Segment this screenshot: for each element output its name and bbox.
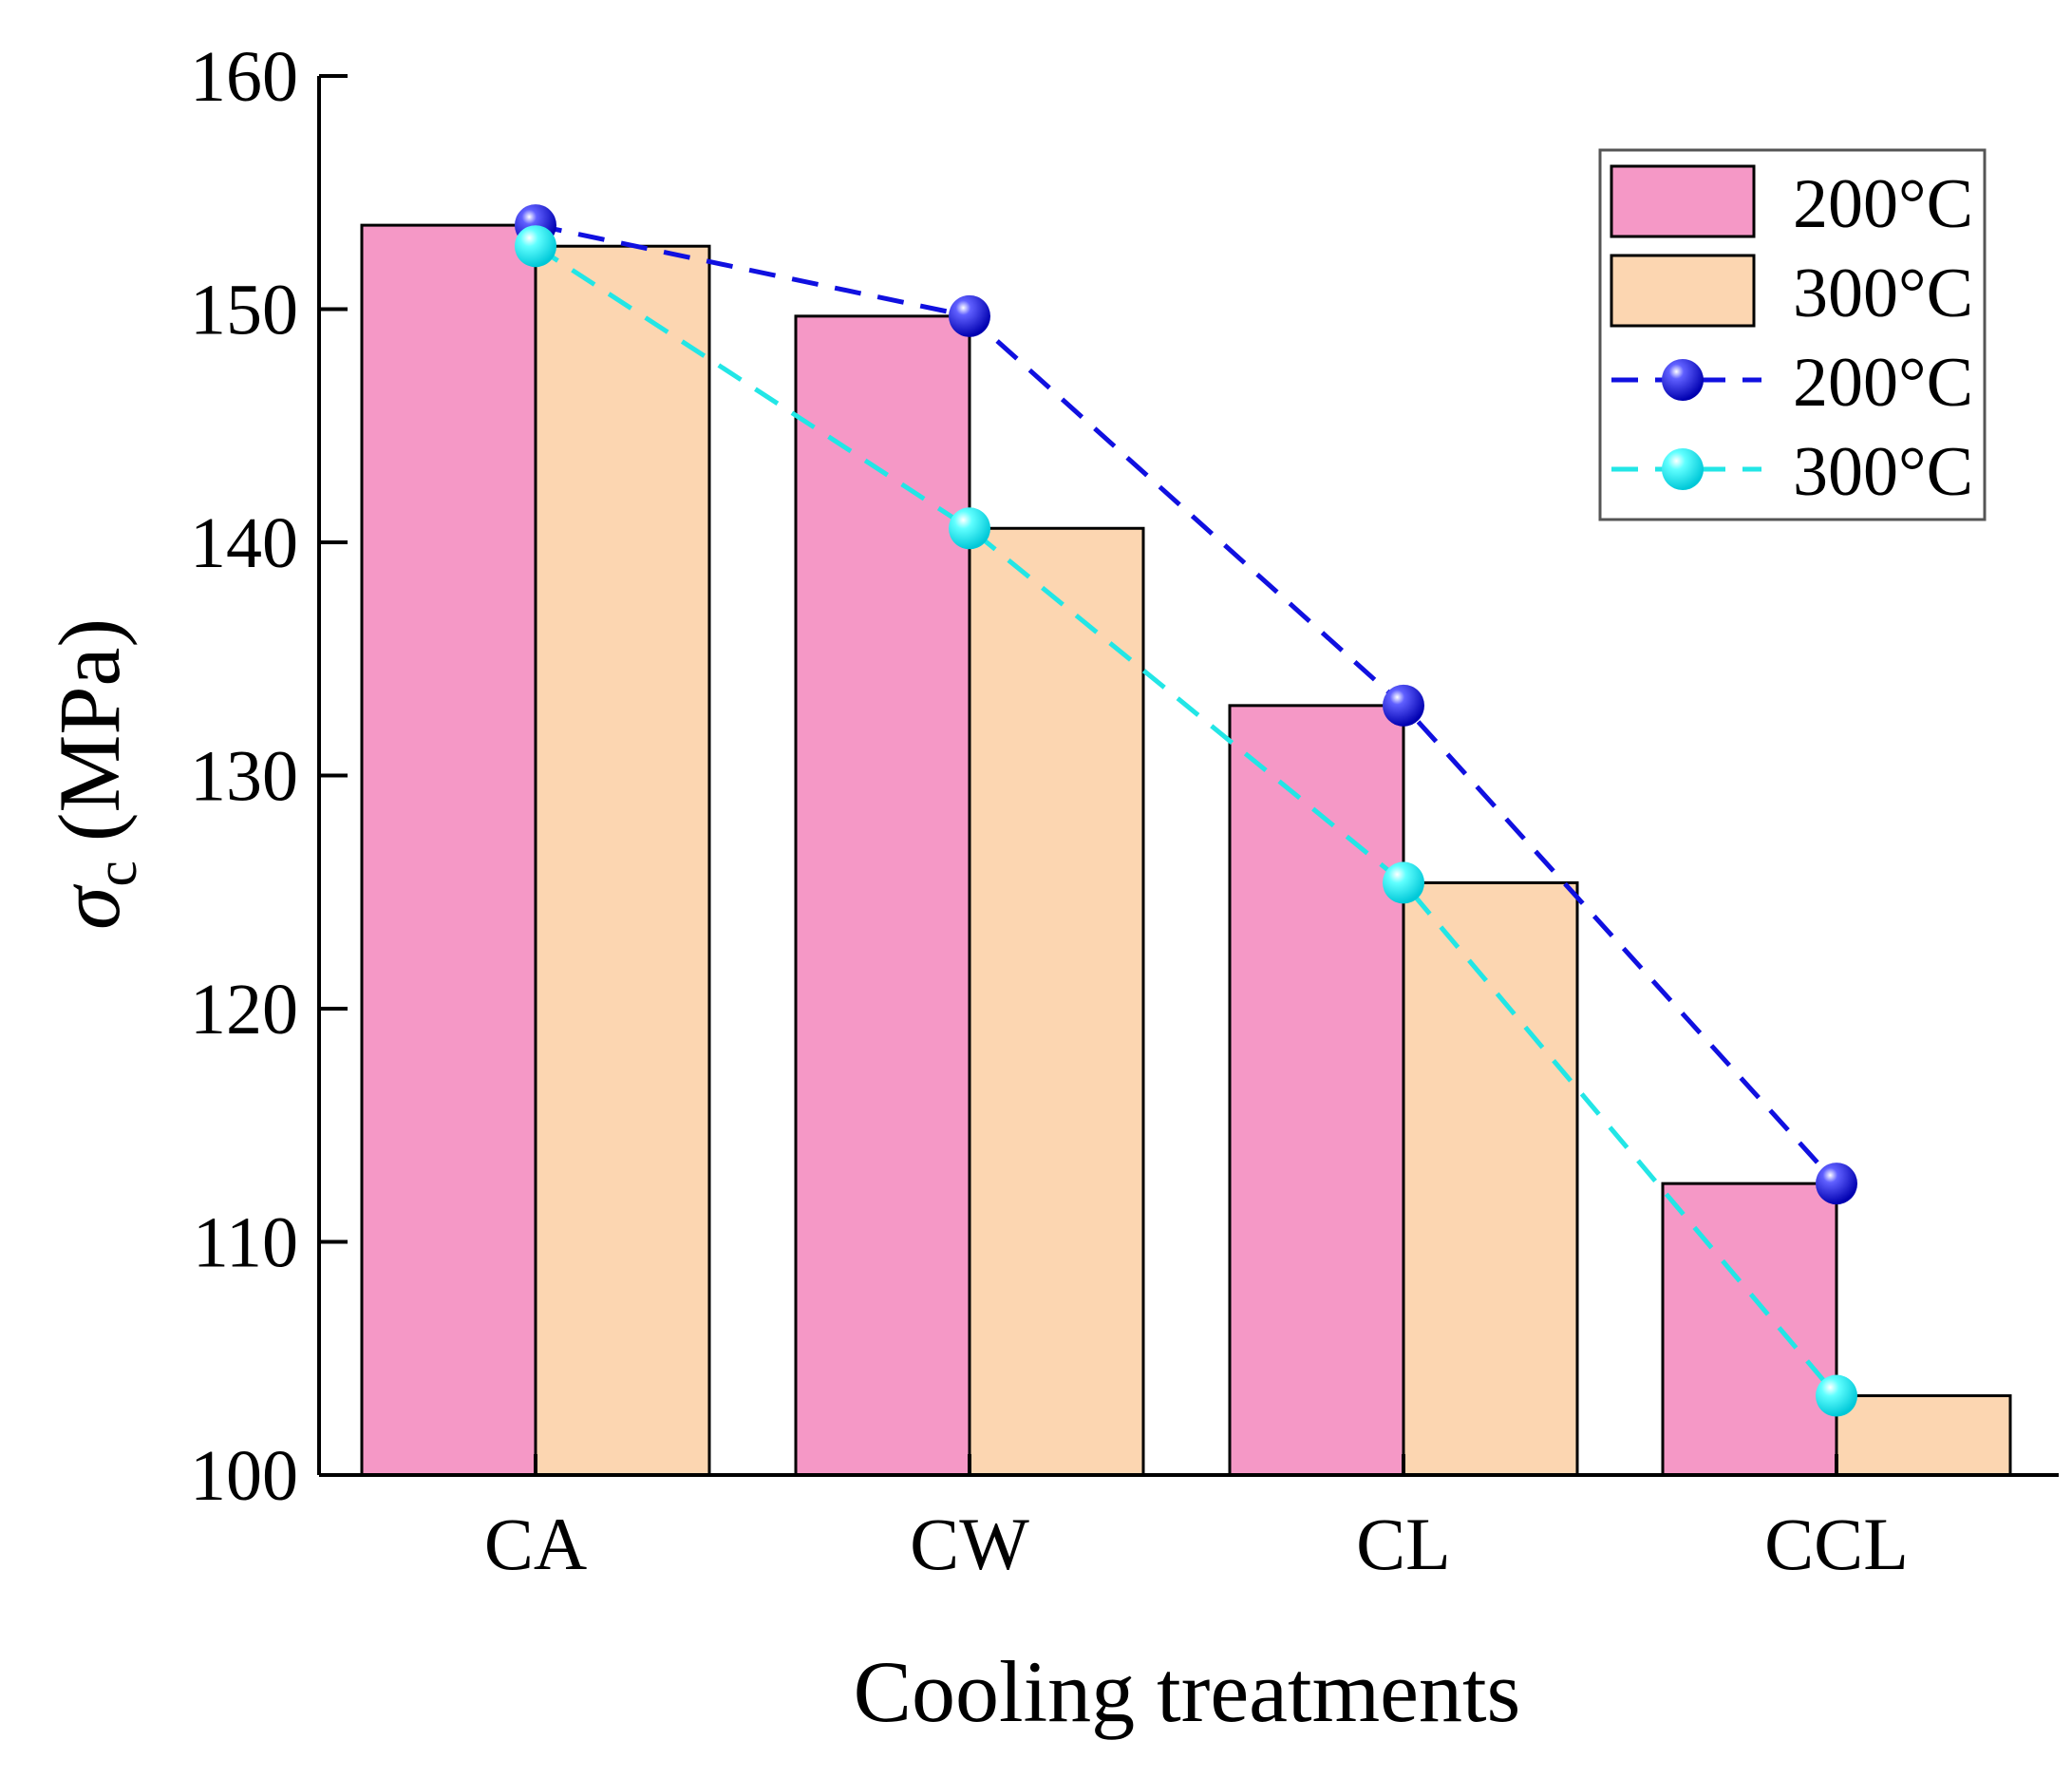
legend-label: 300°C [1793,433,1973,511]
bar-CA-300°C [534,244,711,1477]
bar-CW-200°C [794,314,971,1477]
x-tick-label: CL [1356,1503,1451,1585]
bar-CL-200°C [1228,704,1405,1477]
marker-CA-300°C [515,225,556,268]
bar-CCL-200°C [1661,1182,1838,1477]
bar-CCL-300°C [1835,1394,2012,1477]
y-axis-unit: (MPa) [41,618,138,842]
y-tick-label: 120 [190,970,298,1050]
y-axis-subscript: c [85,861,149,887]
bar-CA-200°C [360,223,537,1477]
legend-swatch-bar [1610,254,1756,328]
marker-CL-300°C [1383,861,1424,904]
y-tick-label: 110 [193,1203,298,1283]
bar-CW-300°C [968,526,1145,1477]
y-tick-label: 160 [190,37,298,117]
y-tick-label: 140 [190,503,298,583]
x-tick-label: CW [910,1503,1029,1585]
legend: 200°C 300°C 200°C 300°C [1598,148,1987,521]
x-tick-label: CA [484,1503,587,1585]
legend-label: 200°C [1793,165,1973,243]
legend-marker [1662,359,1704,401]
marker-CCL-200°C [1816,1163,1857,1205]
y-tick-label: 150 [190,271,298,350]
y-axis-symbol: σ [41,883,138,930]
marker-CL-200°C [1383,684,1424,727]
x-tick-label: CCL [1764,1503,1909,1585]
marker-CW-200°C [949,294,990,337]
legend-label: 200°C [1793,344,1973,422]
line-series-300°C [534,244,1838,1398]
line-series-200°C [535,222,1838,1185]
marker-CCL-300°C [1816,1374,1857,1417]
y-tick-label: 100 [190,1436,298,1516]
bar-CL-300°C [1402,880,1579,1477]
y-axis-title: σc (MPa) [41,618,149,930]
legend-swatch-bar [1610,164,1756,238]
y-tick-label: 130 [190,737,298,817]
legend-marker [1662,448,1704,490]
marker-CW-300°C [949,507,990,550]
legend-label: 300°C [1793,255,1973,332]
x-axis-title: Cooling treatments [854,1643,1521,1740]
